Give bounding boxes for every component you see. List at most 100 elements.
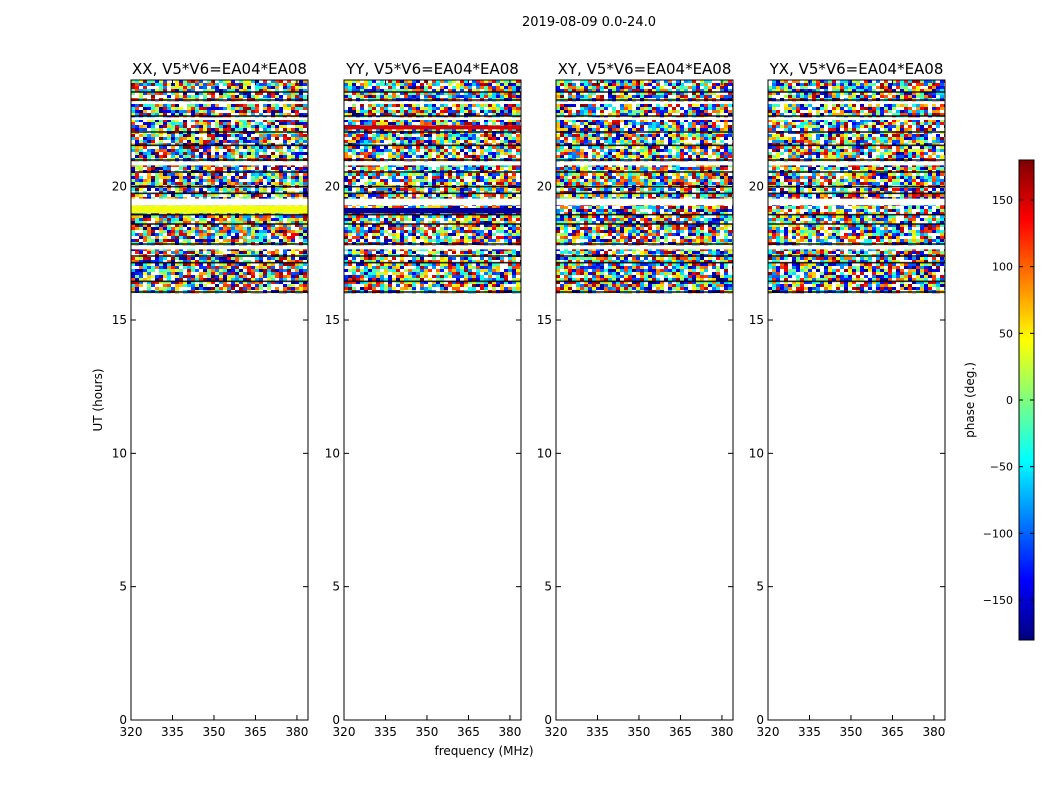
scan-line: [556, 131, 733, 133]
y-tick-label: 0: [332, 713, 340, 727]
x-tick-label: 350: [840, 725, 863, 739]
x-tick-label: 380: [710, 725, 733, 739]
scan-line: [556, 171, 733, 173]
scan-line: [344, 171, 521, 173]
x-axis-label: frequency (MHz): [434, 744, 533, 758]
scan-line: [344, 280, 521, 283]
scan-line: [131, 291, 308, 293]
panel-frame: [130, 79, 309, 721]
scan-line: [556, 243, 733, 245]
scan-line: [556, 291, 733, 293]
scan-line: [556, 192, 733, 195]
flagged-gap: [344, 101, 521, 104]
colorbar-tick-label: 100: [992, 261, 1013, 274]
scan-line: [131, 159, 308, 161]
flagged-gap: [344, 198, 521, 206]
colorbar-label: phase (deg.): [963, 362, 977, 438]
y-tick-label: 5: [756, 580, 764, 594]
scan-line: [556, 185, 733, 188]
scan-line: [344, 192, 521, 195]
flagged-gap: [344, 117, 521, 120]
scan-line: [344, 261, 521, 264]
scan-line: [131, 99, 308, 101]
flagged-gap: [768, 198, 945, 206]
panel-title: XX, V5*V6=EA04*EA08: [132, 60, 307, 78]
y-tick-label: 20: [325, 180, 340, 194]
y-tick-label: 5: [332, 580, 340, 594]
colorbar-tick-label: 0: [1006, 394, 1013, 407]
x-tick-label: 335: [374, 725, 397, 739]
scan-line: [556, 91, 733, 93]
x-tick-label: 335: [161, 725, 184, 739]
x-tick-label: 320: [120, 725, 143, 739]
scan-line: [131, 185, 308, 188]
scan-line: [768, 261, 945, 264]
flagged-gap: [556, 101, 733, 104]
scan-line: [344, 131, 521, 133]
scan-line: [131, 213, 308, 216]
x-tick-label: 365: [669, 725, 692, 739]
scan-line: [768, 185, 945, 188]
scan-line: [344, 255, 521, 257]
y-tick-label: 15: [325, 313, 340, 327]
x-tick-label: 320: [757, 725, 780, 739]
panel-1: XX, V5*V6=EA04*EA08 320 335 350 365 380 0 5 10 15…: [112, 60, 309, 739]
panel-frame: [555, 79, 734, 721]
panel-4: YX, V5*V6=EA04*EA08 320 335 350 365 380 0 5 10 15…: [749, 60, 946, 739]
scan-line: [131, 192, 308, 195]
flagged-gap: [768, 101, 945, 104]
scan-line: [768, 280, 945, 283]
x-tick-label: 335: [798, 725, 821, 739]
y-tick-label: 15: [537, 313, 552, 327]
panel-title: YX, V5*V6=EA04*EA08: [769, 60, 944, 78]
scan-lines: [131, 91, 308, 293]
scan-line: [131, 255, 308, 257]
scan-line: [131, 115, 308, 117]
x-tick-label: 335: [586, 725, 609, 739]
scan-line: [344, 144, 521, 147]
uniform-phase-band: [131, 205, 308, 214]
x-tick-label: 350: [628, 725, 651, 739]
y-tick-label: 20: [749, 180, 764, 194]
colorbar-tick-label: 150: [992, 194, 1013, 207]
scan-line: [131, 243, 308, 245]
scan-line: [768, 91, 945, 93]
panel-title: YY, V5*V6=EA04*EA08: [345, 60, 519, 78]
scan-line: [768, 159, 945, 161]
x-tick-label: 365: [457, 725, 480, 739]
y-tick-label: 15: [112, 313, 127, 327]
panel-frame: [767, 79, 946, 721]
figure-title: 2019-08-09 0.0-24.0: [522, 15, 656, 30]
scan-lines: [344, 91, 521, 293]
x-tick-label: 380: [498, 725, 521, 739]
scan-line: [556, 213, 733, 216]
flagged-gap: [131, 161, 308, 166]
flagged-gap: [768, 117, 945, 120]
panel-frame: [343, 79, 522, 721]
scan-line: [556, 115, 733, 117]
colorbar-tick-label: 50: [999, 327, 1013, 340]
scan-line: [556, 144, 733, 147]
scan-line: [344, 185, 521, 188]
scan-line: [556, 99, 733, 101]
flagged-gap: [131, 101, 308, 104]
flagged-gap: [556, 198, 733, 206]
y-tick-label: 10: [112, 446, 127, 460]
flagged-gap: [556, 117, 733, 120]
y-tick-label: 0: [756, 713, 764, 727]
flagged-gap: [768, 161, 945, 166]
panel-3: XY, V5*V6=EA04*EA08 320 335 350 365 380 0 5 10 15…: [537, 60, 734, 739]
scan-line: [556, 280, 733, 283]
x-tick-label: 380: [285, 725, 308, 739]
x-tick-label: 320: [545, 725, 568, 739]
y-tick-label: 15: [749, 313, 764, 327]
scan-line: [556, 255, 733, 257]
uniform-phase-band: [344, 208, 521, 214]
x-tick-label: 365: [244, 725, 267, 739]
scan-line: [768, 223, 945, 225]
scan-lines: [768, 91, 945, 293]
scan-line: [344, 115, 521, 117]
colorbar-tick-label: −100: [983, 527, 1013, 540]
x-tick-label: 365: [881, 725, 904, 739]
scan-line: [768, 243, 945, 245]
